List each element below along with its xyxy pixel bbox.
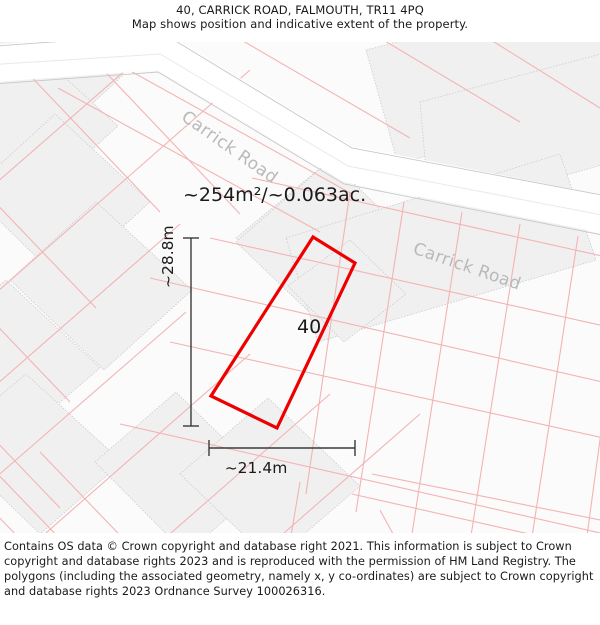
copyright-footer: Contains OS data © Crown copyright and d… xyxy=(0,533,600,625)
building-footprint-40 xyxy=(287,239,407,343)
map-header: 40, CARRICK ROAD, FALMOUTH, TR11 4PQ Map… xyxy=(0,0,600,42)
parcel-boundaries xyxy=(0,42,600,533)
page-subtitle: Map shows position and indicative extent… xyxy=(131,17,469,31)
page-title: 40, CARRICK ROAD, FALMOUTH, TR11 4PQ xyxy=(176,3,424,17)
road-carrick-road xyxy=(0,42,600,235)
property-boundary-polygon[interactable] xyxy=(208,234,358,431)
property-map[interactable]: ~254m²/~0.063ac. 40 ~28.8m ~21.4m Carric… xyxy=(0,42,600,533)
map-canvas xyxy=(0,42,600,533)
dimension-lines xyxy=(183,237,356,456)
